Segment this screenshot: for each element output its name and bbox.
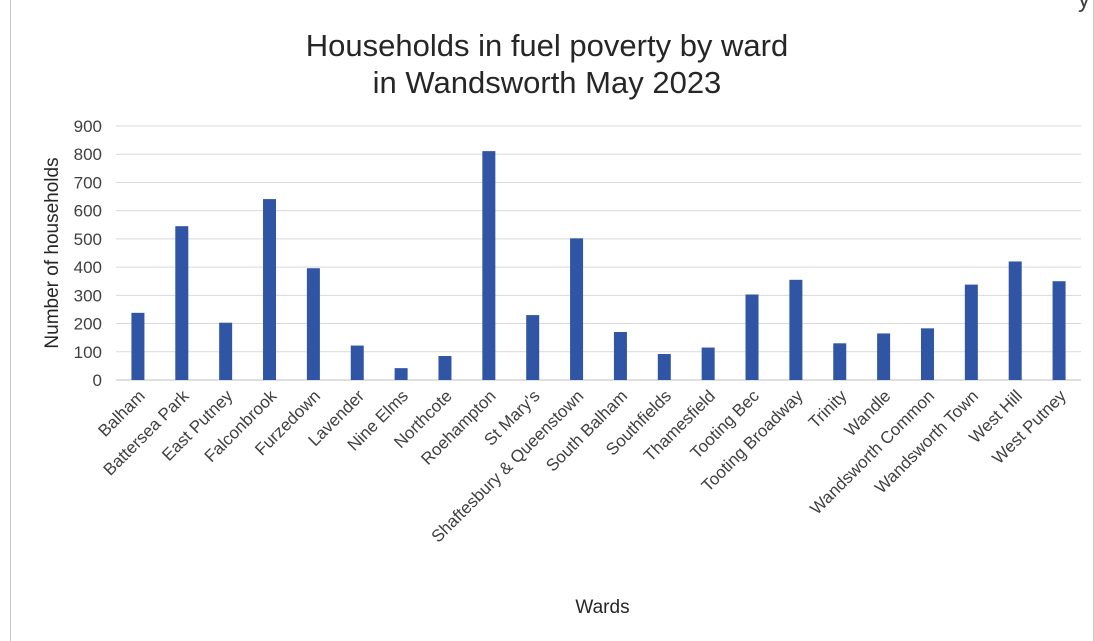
y-tick-labels: 0 100 200 300 400 500 600 700 800 900 <box>74 117 102 390</box>
y-tick-label: 800 <box>74 145 102 164</box>
x-axis-title: Wards <box>575 597 629 618</box>
bar <box>175 226 189 380</box>
corner-text-fragment: y <box>1078 0 1090 14</box>
y-tick-label: 700 <box>74 173 102 192</box>
y-tick-label: 500 <box>74 230 102 249</box>
bar <box>570 238 584 380</box>
bar <box>833 343 847 380</box>
y-tick-label: 0 <box>93 371 102 390</box>
y-tick-label: 900 <box>74 117 102 136</box>
bars <box>131 151 1066 380</box>
bar <box>350 345 364 380</box>
bar <box>789 279 803 380</box>
bar <box>306 268 320 380</box>
bar <box>482 151 496 380</box>
bar <box>1008 261 1022 380</box>
y-tick-label: 400 <box>74 258 102 277</box>
bar <box>1052 281 1066 380</box>
y-tick-label: 600 <box>74 202 102 221</box>
bar <box>701 347 715 380</box>
chart-title-line2: in Wandsworth May 2023 <box>372 65 722 100</box>
bar <box>964 284 978 380</box>
y-axis-title: Number of households <box>42 157 63 348</box>
bar <box>920 328 934 380</box>
bar <box>657 354 671 380</box>
bar <box>877 333 891 380</box>
chart-title-line1: Households in fuel poverty by ward <box>305 28 789 63</box>
bar <box>438 356 452 380</box>
bar <box>526 315 540 380</box>
bar <box>263 199 277 380</box>
y-tick-label: 300 <box>74 286 102 305</box>
bar <box>613 332 627 380</box>
bar <box>219 322 233 380</box>
bar <box>745 294 759 380</box>
bar <box>131 312 145 380</box>
gridlines <box>116 125 1081 381</box>
bar <box>394 368 408 380</box>
y-tick-label: 200 <box>74 315 102 334</box>
y-tick-label: 100 <box>74 343 102 362</box>
